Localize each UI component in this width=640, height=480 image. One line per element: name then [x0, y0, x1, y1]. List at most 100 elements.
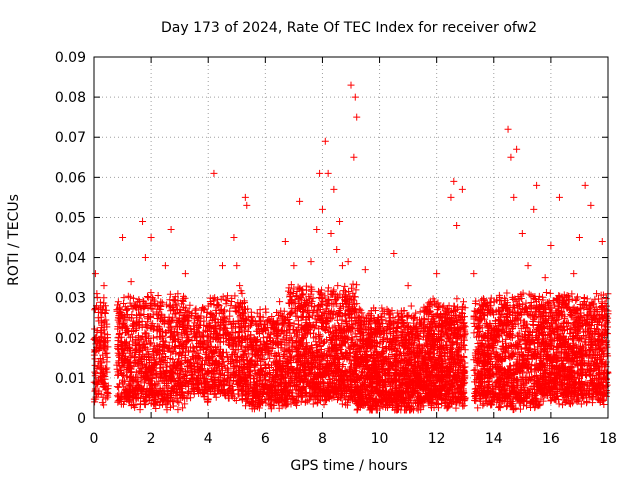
data-point — [115, 383, 123, 391]
data-point — [146, 324, 154, 332]
data-point — [146, 313, 154, 321]
data-point — [100, 401, 108, 409]
data-point — [149, 387, 157, 395]
data-point — [341, 282, 349, 290]
data-point — [170, 330, 178, 338]
data-point — [140, 379, 148, 387]
data-point — [113, 301, 121, 309]
data-point — [122, 393, 130, 401]
data-point — [151, 359, 159, 367]
data-point — [176, 377, 184, 385]
data-point — [170, 305, 178, 313]
data-point — [91, 368, 99, 376]
data-point — [155, 391, 163, 399]
data-point — [135, 296, 143, 304]
data-point — [179, 392, 187, 400]
data-point — [163, 301, 171, 309]
data-point — [175, 341, 183, 349]
data-point — [169, 296, 177, 304]
data-point — [137, 394, 145, 402]
data-point — [113, 383, 121, 391]
data-point — [173, 306, 181, 314]
data-point — [144, 371, 152, 379]
data-point — [174, 290, 182, 298]
data-point — [146, 359, 154, 367]
data-point — [97, 390, 105, 398]
data-point — [156, 368, 164, 376]
data-point — [95, 346, 103, 354]
data-point — [165, 313, 173, 321]
data-point — [154, 291, 162, 299]
data-point — [160, 337, 168, 345]
data-point — [136, 355, 144, 363]
data-point — [114, 371, 122, 379]
data-point — [123, 387, 131, 395]
data-point — [126, 293, 134, 301]
data-point — [137, 377, 145, 385]
data-point — [147, 289, 155, 297]
data-point — [124, 346, 132, 354]
data-point — [115, 370, 123, 378]
data-point — [143, 396, 151, 404]
data-point — [149, 320, 157, 328]
data-point — [177, 364, 185, 372]
data-point — [171, 343, 179, 351]
data-point — [124, 327, 132, 335]
data-point — [158, 332, 166, 340]
data-point — [170, 343, 178, 351]
data-point — [141, 401, 149, 409]
data-point — [171, 310, 179, 318]
data-point — [163, 344, 171, 352]
data-point — [146, 391, 154, 399]
data-point — [131, 301, 139, 309]
data-point — [179, 295, 187, 303]
data-point — [167, 323, 175, 331]
data-point — [114, 314, 122, 322]
data-point — [104, 343, 112, 351]
data-point — [166, 296, 174, 304]
data-point — [152, 382, 160, 390]
data-point — [172, 302, 180, 310]
data-point — [130, 327, 138, 335]
data-point — [92, 387, 100, 395]
data-point — [103, 349, 111, 357]
data-point — [99, 351, 107, 359]
data-point — [113, 307, 121, 315]
data-point — [175, 399, 183, 407]
data-point — [160, 387, 168, 395]
data-point — [144, 350, 152, 358]
data-point — [114, 325, 122, 333]
data-point — [152, 396, 160, 404]
data-point — [141, 340, 149, 348]
data-point — [353, 281, 361, 289]
data-point — [130, 401, 138, 409]
data-point — [152, 348, 160, 356]
data-point — [137, 310, 145, 318]
data-point — [177, 384, 185, 392]
data-point — [117, 400, 125, 408]
data-point — [169, 402, 177, 410]
data-point — [238, 396, 246, 404]
data-point — [91, 334, 99, 342]
data-point — [164, 383, 172, 391]
data-point — [98, 321, 106, 329]
data-point — [166, 354, 174, 362]
data-point — [178, 381, 186, 389]
data-point — [99, 379, 107, 387]
data-point — [98, 332, 106, 340]
data-point — [118, 363, 126, 371]
data-point — [120, 347, 128, 355]
data-point — [157, 361, 165, 369]
data-point — [125, 381, 133, 389]
data-point — [120, 377, 128, 385]
data-point — [113, 361, 121, 369]
data-point — [145, 376, 153, 384]
data-point — [129, 294, 137, 302]
data-point — [149, 334, 157, 342]
data-point — [123, 306, 131, 314]
data-point — [165, 376, 173, 384]
data-point — [153, 315, 161, 323]
chart-title: Day 173 of 2024, Rate Of TEC Index for r… — [161, 20, 537, 36]
data-point — [191, 306, 199, 314]
